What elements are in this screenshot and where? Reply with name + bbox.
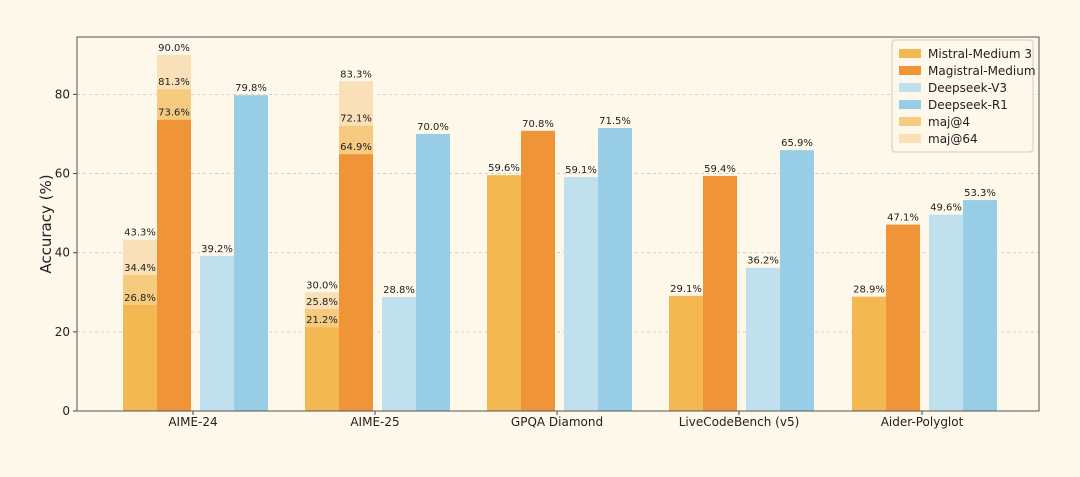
bar-maj64	[157, 54, 191, 90]
plot-frame	[76, 36, 1040, 412]
bar-0-2	[487, 175, 521, 411]
data-label-base: 36.2%	[747, 256, 779, 267]
legend-label: maj@64	[928, 132, 978, 146]
data-label-base: 28.9%	[853, 285, 885, 296]
data-label-base: 26.8%	[124, 293, 156, 304]
legend-swatch	[899, 83, 921, 92]
bar-2-1	[382, 297, 416, 411]
bar-0-3	[669, 295, 703, 411]
legend-swatch	[899, 66, 921, 75]
y-axis-label: Accuracy (%)	[37, 174, 55, 273]
data-label-base: 70.8%	[522, 119, 554, 130]
bar-3-4	[963, 200, 997, 411]
bar-maj64	[339, 81, 373, 126]
grid-lines	[77, 93, 1039, 333]
legend: Mistral-Medium 3 Magistral-Medium Deepseek…	[891, 39, 1036, 153]
x-tick-label: Aider-Polyglot	[881, 415, 964, 429]
data-label-maj4: 25.8%	[306, 297, 338, 308]
x-tick-label: LiveCodeBench (v5)	[679, 415, 800, 429]
legend-swatch	[899, 49, 921, 58]
bar-maj4	[157, 89, 191, 120]
data-label-base: 49.6%	[930, 203, 962, 214]
data-label-base: 28.8%	[383, 285, 415, 296]
legend-swatch	[899, 117, 921, 126]
data-label-base: 71.5%	[599, 116, 631, 127]
y-tick-label: 60	[55, 167, 70, 181]
y-tick-label: 40	[55, 246, 70, 260]
bar-1-3	[703, 175, 737, 411]
bar-2-3	[746, 267, 780, 411]
legend-label: Deepseek-R1	[928, 98, 1008, 112]
data-label-base: 21.2%	[306, 315, 338, 326]
data-label-base: 64.9%	[340, 142, 372, 153]
bar-maj4	[123, 274, 157, 305]
data-label-maj64: 83.3%	[340, 69, 372, 80]
y-tick-label: 20	[55, 325, 70, 339]
data-label-base: 59.6%	[488, 163, 520, 174]
bar-maj64	[305, 292, 339, 309]
legend-swatch	[899, 134, 921, 143]
y-tick-label: 0	[62, 404, 70, 418]
data-label-base: 73.6%	[158, 108, 190, 119]
bar-maj4	[305, 308, 339, 328]
data-labels: 26.8% 34.4% 43.3% 21.2% 25.8% 30.0% 59.6% 29.1%…	[124, 43, 996, 326]
legend-label: Magistral-Medium	[928, 64, 1036, 78]
data-label-base: 65.9%	[781, 138, 813, 149]
bar-3-0	[234, 95, 268, 411]
bar-0-1	[305, 327, 339, 411]
data-label-base: 29.1%	[670, 284, 702, 295]
data-label-base: 59.1%	[565, 165, 597, 176]
data-label-maj64: 30.0%	[306, 280, 338, 291]
bar-3-2	[598, 128, 632, 411]
data-label-base: 59.4%	[704, 164, 736, 175]
x-tick-label: GPQA Diamond	[511, 415, 603, 429]
legend-label: Deepseek-V3	[928, 81, 1007, 95]
bar-2-4	[929, 214, 963, 411]
bar-0-0	[123, 304, 157, 411]
legend-box	[891, 39, 1034, 153]
data-label-base: 47.1%	[887, 213, 919, 224]
bar-1-0	[157, 119, 191, 412]
bar-2-2	[564, 177, 598, 411]
x-tick-label: AIME-25	[350, 415, 399, 429]
legend-swatch	[899, 100, 921, 109]
bar-maj64	[123, 239, 157, 275]
data-label-maj64: 43.3%	[124, 228, 156, 239]
bar-1-2	[521, 130, 555, 412]
x-tick-label: AIME-24	[168, 415, 217, 429]
data-label-base: 70.0%	[417, 122, 449, 133]
data-label-maj64: 90.0%	[158, 43, 190, 54]
legend-label: maj@4	[928, 115, 970, 129]
bar-maj4	[339, 125, 373, 155]
axes: 0 20 40 60 80 AIME-24 AIME-25 GPQA Diamond LiveC…	[55, 36, 1040, 429]
y-tick-label: 80	[55, 87, 70, 101]
bar-2-0	[200, 255, 234, 411]
legend-label: Mistral-Medium 3	[928, 47, 1032, 61]
data-label-maj4: 81.3%	[158, 77, 190, 88]
data-label-maj4: 72.1%	[340, 114, 372, 125]
bars	[123, 54, 997, 412]
bar-0-4	[852, 296, 886, 411]
data-label-base: 39.2%	[201, 244, 233, 255]
bar-1-4	[886, 224, 920, 411]
data-label-maj4: 34.4%	[124, 263, 156, 274]
data-label-base: 53.3%	[964, 188, 996, 199]
bar-3-1	[416, 133, 450, 412]
bar-3-3	[780, 150, 814, 411]
bar-1-1	[339, 154, 373, 411]
data-label-base: 79.8%	[235, 83, 267, 94]
